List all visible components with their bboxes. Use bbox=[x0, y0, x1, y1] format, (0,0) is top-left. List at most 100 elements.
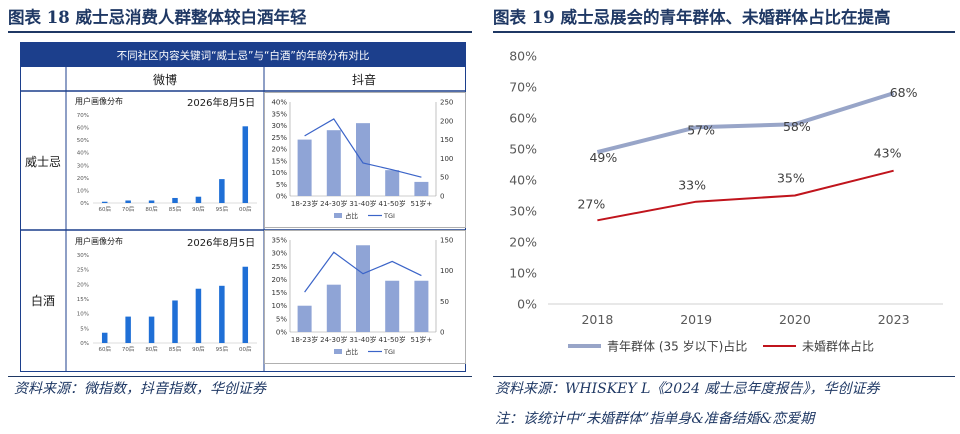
weibo-whiskey-ytick-label: 20% bbox=[77, 176, 89, 182]
expo-unmarried-line bbox=[597, 169, 894, 222]
douyin-whiskey-xtick-label: 41-50岁 bbox=[379, 199, 406, 208]
douyin-whiskey-legend-line-label: TGI bbox=[383, 212, 395, 220]
douyin-whiskey-xtick-label: 51岁+ bbox=[411, 199, 433, 208]
weibo-whiskey-xtick-label: 80后 bbox=[145, 205, 158, 213]
douyin-baijiu-bar bbox=[356, 245, 370, 332]
douyin-whiskey-xtick-label: 24-30岁 bbox=[320, 199, 347, 208]
douyin-baijiu-bar bbox=[414, 280, 429, 332]
douyin-whiskey-left-tick-label: 15% bbox=[271, 157, 287, 165]
douyin-whiskey-right-tick-label: 250 bbox=[440, 99, 453, 107]
weibo-baijiu-bar bbox=[148, 316, 155, 343]
weibo-baijiu-ytick-label: 30% bbox=[77, 253, 89, 259]
expo-ytick-label: 80% bbox=[509, 49, 537, 64]
douyin-whiskey-left-tick-label: 20% bbox=[271, 146, 287, 154]
douyin-whiskey-right-tick-label: 50 bbox=[440, 174, 449, 182]
expo-youth-line bbox=[596, 91, 895, 155]
douyin-baijiu-left-tick-label: 0% bbox=[276, 329, 287, 337]
douyin-whiskey-tgi-line bbox=[304, 118, 422, 178]
expo-youth-data-label: 68% bbox=[890, 85, 918, 100]
figure-19-title: 图表 19 威士忌展会的青年群体、未婚群体占比在提高 bbox=[493, 8, 891, 27]
douyin-baijiu-bar bbox=[297, 305, 312, 332]
weibo-baijiu-ytick-label: 20% bbox=[77, 282, 89, 288]
douyin-baijiu-right-tick-label: 50 bbox=[440, 298, 449, 306]
douyin-baijiu-left-tick-label: 35% bbox=[271, 237, 287, 245]
douyin-baijiu-legend-bar-label: 占比 bbox=[345, 347, 359, 356]
douyin-whiskey-left-tick-label: 40% bbox=[271, 99, 287, 107]
weibo-whiskey-bar bbox=[125, 200, 131, 203]
weibo-baijiu-ytick-label: 10% bbox=[77, 312, 89, 318]
douyin-baijiu-right-tick-label: 100 bbox=[440, 267, 453, 275]
weibo-baijiu-date: 2026年8月5日 bbox=[187, 238, 256, 249]
weibo-baijiu-bar bbox=[125, 316, 131, 343]
weibo-baijiu-xtick-label: 00后 bbox=[239, 345, 252, 353]
weibo-whiskey-ytick-label: 60% bbox=[77, 126, 89, 132]
douyin-baijiu-legend-line-label: TGI bbox=[383, 348, 395, 356]
weibo-whiskey-chart: 用户画像分布 2026年8月5日 0% 10% 20% 30% 40% 50% 60% 70%… bbox=[67, 93, 261, 215]
expo-legend-youth-label: 青年群体 (35 岁以下)占比 bbox=[607, 339, 747, 354]
douyin-whiskey-left-tick-label: 35% bbox=[271, 110, 287, 118]
weibo-whiskey-ytick-label: 10% bbox=[77, 188, 89, 194]
douyin-whiskey-bar bbox=[414, 181, 429, 196]
weibo-whiskey-ytick-label: 70% bbox=[77, 113, 89, 119]
douyin-whiskey-xtick-label: 31-40岁 bbox=[349, 199, 376, 208]
douyin-whiskey-right-tick-label: 150 bbox=[440, 136, 453, 144]
douyin-whiskey-bar bbox=[356, 123, 370, 196]
weibo-baijiu-xtick-label: 70后 bbox=[122, 345, 135, 353]
weibo-whiskey-xtick-label: 85后 bbox=[169, 205, 182, 213]
weibo-whiskey-ytick-label: 0% bbox=[80, 201, 89, 207]
douyin-baijiu-left-tick-label: 10% bbox=[271, 302, 287, 310]
col-header-weibo: 微博 bbox=[153, 72, 177, 87]
expo-ytick-label: 20% bbox=[509, 235, 537, 250]
figure-19-note: 注：该统计中“未婚群体”指单身&准备结婚&恋爱期 bbox=[495, 411, 815, 427]
douyin-whiskey-left-tick-label: 0% bbox=[276, 193, 287, 201]
weibo-baijiu-ytick-label: 5% bbox=[80, 326, 89, 332]
weibo-whiskey-xtick-label: 00后 bbox=[239, 205, 252, 213]
weibo-baijiu-bar bbox=[101, 332, 108, 343]
weibo-baijiu-ytick-label: 0% bbox=[80, 341, 89, 347]
douyin-whiskey-left-tick-label: 30% bbox=[271, 122, 287, 130]
weibo-baijiu-bar bbox=[219, 285, 225, 343]
weibo-whiskey-ytick-label: 50% bbox=[77, 138, 89, 144]
douyin-whiskey-right-tick-label: 0 bbox=[440, 193, 444, 201]
weibo-whiskey-ytick-label: 40% bbox=[77, 151, 89, 157]
weibo-whiskey-bar bbox=[148, 200, 155, 203]
figure-19-source: 资料来源：WHISKEY L《2024 威士忌年度报告》，华创证券 bbox=[495, 381, 880, 397]
douyin-baijiu-right-tick-label: 150 bbox=[440, 237, 453, 245]
weibo-whiskey-xtick-label: 60后 bbox=[98, 205, 111, 213]
douyin-baijiu-chart: 0% 5% 10% 15% 20% 25% 30% 35% 0 50 100 150 18-23岁 24-… bbox=[264, 230, 466, 364]
douyin-whiskey-left-tick-label: 5% bbox=[276, 181, 287, 189]
douyin-baijiu-legend-bar-swatch bbox=[334, 349, 342, 354]
douyin-whiskey-left-tick-label: 25% bbox=[271, 134, 287, 142]
weibo-whiskey-ytick-label: 30% bbox=[77, 163, 89, 169]
col-header-douyin: 抖音 bbox=[352, 72, 376, 87]
figure-18-source: 资料来源：微指数，抖音指数，华创证券 bbox=[14, 381, 266, 397]
figure-19-title-rule bbox=[493, 31, 955, 33]
figure-18-title: 图表 18 威士忌消费人群整体较白酒年轻 bbox=[8, 8, 307, 27]
douyin-baijiu-left-tick-label: 5% bbox=[276, 315, 287, 323]
weibo-whiskey-title: 用户画像分布 bbox=[75, 97, 123, 106]
douyin-whiskey-bar bbox=[326, 130, 341, 196]
expo-ytick-label: 0% bbox=[517, 297, 537, 312]
douyin-whiskey-xtick-label: 18-23岁 bbox=[291, 199, 318, 208]
weibo-baijiu-ytick-label: 15% bbox=[77, 297, 89, 303]
douyin-baijiu-left-tick-label: 15% bbox=[271, 289, 287, 297]
expo-share-chart: 0% 10% 20% 30% 40% 50% 60% 70% 80% 2018 2019 2020 20… bbox=[509, 49, 943, 354]
expo-xtick-label: 2020 bbox=[779, 312, 811, 327]
weibo-whiskey-bar bbox=[219, 179, 225, 203]
douyin-baijiu-left-tick-label: 25% bbox=[271, 263, 287, 271]
expo-ytick-label: 60% bbox=[509, 111, 537, 126]
figure-18-title-rule bbox=[8, 31, 472, 33]
weibo-whiskey-bar bbox=[242, 126, 249, 203]
douyin-whiskey-right-tick-label: 100 bbox=[440, 155, 453, 163]
douyin-whiskey-bar bbox=[385, 170, 400, 196]
weibo-baijiu-xtick-label: 85后 bbox=[169, 345, 182, 353]
weibo-whiskey-xtick-label: 90后 bbox=[192, 205, 205, 213]
douyin-whiskey-left-tick-label: 10% bbox=[271, 169, 287, 177]
row-header-baijiu: 白酒 bbox=[31, 293, 55, 308]
weibo-baijiu-bar bbox=[242, 266, 249, 343]
douyin-baijiu-xtick-label: 51岁+ bbox=[411, 335, 433, 344]
expo-xtick-label: 2023 bbox=[878, 312, 910, 327]
weibo-whiskey-xtick-label: 70后 bbox=[122, 205, 135, 213]
weibo-baijiu-xtick-label: 95后 bbox=[216, 345, 229, 353]
expo-ytick-label: 30% bbox=[509, 204, 537, 219]
